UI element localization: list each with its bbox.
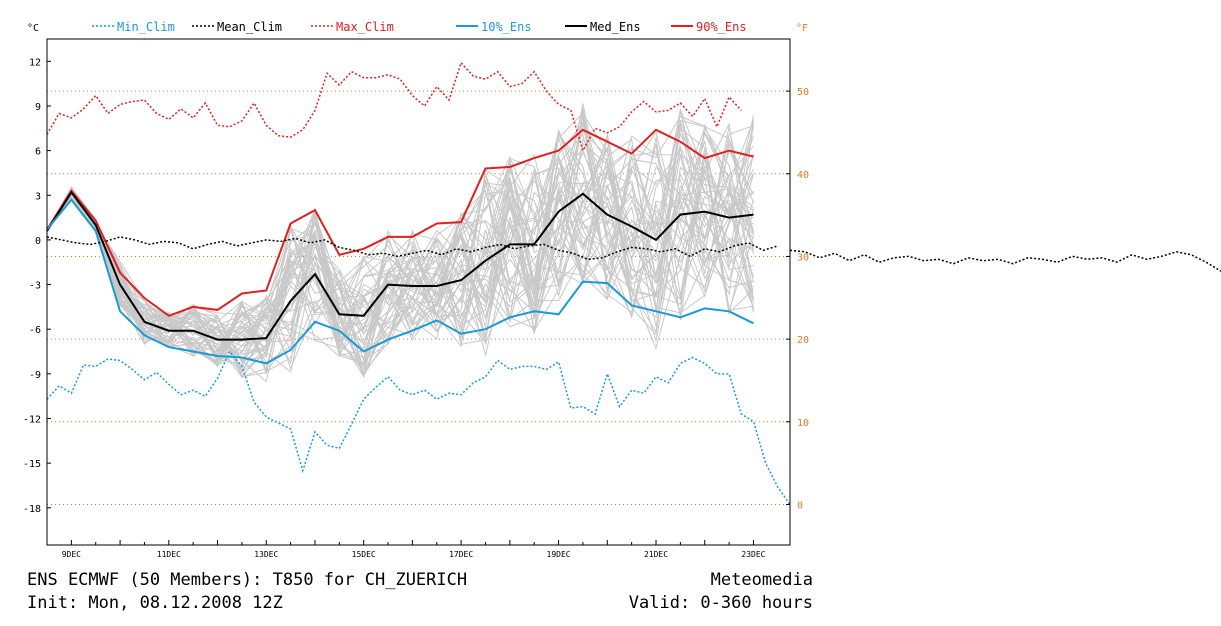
series-line-mean_clim [46, 236, 779, 261]
ensemble-member-line [46, 155, 754, 352]
x-tick-label: 13DEC [254, 550, 278, 559]
x-tick-label: 19DEC [547, 550, 571, 559]
legend-label-p10: 10%_Ens [481, 20, 532, 34]
y-tick-label-f: 20 [797, 335, 809, 346]
y-tick-label-f: 10 [797, 418, 809, 429]
ensemble-member-line [46, 107, 754, 377]
y-tick-label: 6 [35, 147, 41, 158]
ensemble-member-line [46, 131, 754, 359]
y-tick-label-f: 0 [797, 500, 803, 511]
ensemble-member-line [46, 132, 754, 363]
series-line-mean_clim-extension [789, 249, 1221, 272]
legend-label-p90: 90%_Ens [696, 20, 747, 34]
init-time: Init: Mon, 08.12.2008 12Z [27, 593, 283, 613]
y-axis-celsius: 12 9 6 3 0 -3 -6 -9 -12 -15 -18 [23, 57, 51, 515]
valid-range: Valid: 0-360 hours [628, 593, 813, 613]
legend-label-min_clim: Min_Clim [117, 20, 175, 34]
y-tick-label: -15 [23, 459, 41, 470]
plot-frame [46, 38, 791, 546]
y-tick-label-f: 40 [797, 170, 809, 181]
y-axis-celsius-label: °C [27, 23, 39, 34]
y-tick-label: -12 [23, 415, 41, 426]
y-tick-label: -18 [23, 504, 41, 515]
series-line-90pct_ens [46, 128, 754, 317]
ensemble-member-line [46, 123, 754, 370]
series-line-med_ens [46, 190, 754, 341]
y-tick-label-f: 50 [797, 87, 809, 98]
ensemble-member-line [46, 121, 754, 373]
y-tick-label: 0 [35, 236, 41, 247]
legend-label-max_clim: Max_Clim [336, 20, 394, 34]
x-tick-label: 23DEC [741, 550, 765, 559]
y-tick-label: -6 [29, 325, 41, 336]
y-tick-label: 3 [35, 191, 41, 202]
series-line-10pct_ens [46, 198, 754, 365]
ensemble-member-line [46, 132, 754, 366]
legend-label-median: Med_Ens [590, 20, 641, 34]
ensemble-member-line [46, 172, 754, 379]
x-axis-dates: 9DEC 11DEC 13DEC 15DEC 17DEC 19DEC 21DEC 23DEC [62, 540, 766, 559]
brand-label: Meteomedia [710, 570, 813, 590]
x-tick-label: 11DEC [157, 550, 181, 559]
y-tick-label: 12 [29, 57, 41, 68]
x-tick-label: 17DEC [449, 550, 473, 559]
x-tick-label: 21DEC [644, 550, 668, 559]
series-line-max_clim [46, 61, 742, 153]
ensemble-members [46, 103, 754, 383]
y-tick-label-f: 30 [797, 252, 809, 263]
x-tick-label: 9DEC [62, 550, 81, 559]
chart-legend: Min_Clim Mean_Clim Max_Clim 10%_Ens Med_Ens 9… [92, 20, 747, 34]
series-lines [46, 61, 1221, 506]
y-axis-fahrenheit-label: °F [796, 23, 808, 34]
y-tick-label: 9 [35, 102, 41, 113]
ensemble-member-line [46, 155, 754, 350]
y-tick-label: -9 [29, 370, 41, 381]
chart-title: ENS ECMWF (50 Members): T850 for CH_ZUER… [27, 570, 468, 590]
ensemble-member-line [46, 120, 754, 347]
series-line-min_clim [46, 350, 791, 506]
x-tick-label: 15DEC [352, 550, 376, 559]
legend-label-mean_clim: Mean_Clim [217, 20, 282, 34]
y-tick-label: -3 [29, 281, 41, 292]
y-axis-fahrenheit: 50 40 30 20 10 0 [786, 87, 809, 511]
